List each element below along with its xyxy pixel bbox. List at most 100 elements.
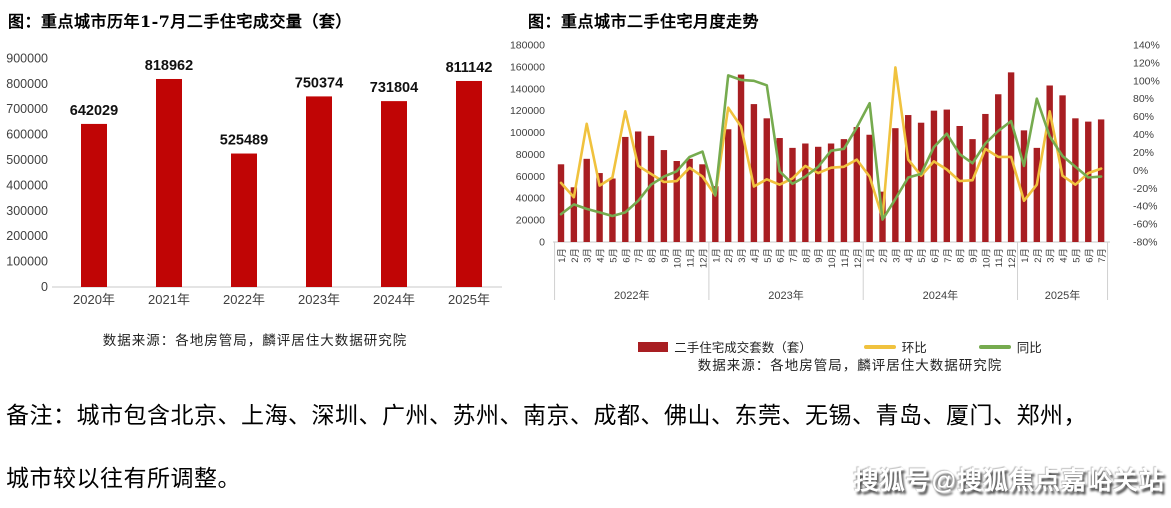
svg-text:80%: 80% xyxy=(1133,93,1154,105)
svg-text:2021年: 2021年 xyxy=(148,292,190,307)
svg-text:500000: 500000 xyxy=(6,153,48,167)
svg-text:6月: 6月 xyxy=(1084,248,1095,263)
svg-text:1月: 1月 xyxy=(1020,248,1031,263)
svg-text:12月: 12月 xyxy=(853,248,864,268)
annual-chart-plot: 0 100000 200000 300000 400000 500000 600000 700… xyxy=(6,51,502,307)
svg-text:140000: 140000 xyxy=(510,83,545,95)
svg-text:0: 0 xyxy=(41,280,48,294)
svg-text:5月: 5月 xyxy=(763,248,774,263)
svg-text:-40%: -40% xyxy=(1133,201,1158,213)
svg-text:2025年: 2025年 xyxy=(1045,288,1080,302)
svg-text:40%: 40% xyxy=(1133,129,1154,141)
svg-text:7月: 7月 xyxy=(634,248,645,263)
svg-text:9月: 9月 xyxy=(969,248,980,263)
monthly-trend-chart: 0 20000 40000 60000 80000 100000 120000 140000 1… xyxy=(510,40,1160,303)
svg-text:100000: 100000 xyxy=(510,127,545,139)
svg-text:6月: 6月 xyxy=(621,248,632,263)
annual-chart-source: 数据来源：各地房管局，麟评居住大数据研究院 xyxy=(102,333,408,349)
svg-text:160000: 160000 xyxy=(510,61,545,73)
svg-text:6月: 6月 xyxy=(930,248,941,263)
legend-label-mom: 环比 xyxy=(901,340,927,355)
svg-text:600000: 600000 xyxy=(6,128,48,142)
bar-2023年 xyxy=(306,96,332,288)
bar-2024年 xyxy=(381,101,407,287)
svg-text:3月: 3月 xyxy=(891,248,902,263)
legend-item-mom: 环比 xyxy=(863,337,927,356)
legend-item-yoy: 同比 xyxy=(978,337,1042,356)
svg-text:2月: 2月 xyxy=(570,248,581,263)
svg-text:3月: 3月 xyxy=(583,248,594,263)
svg-text:642029: 642029 xyxy=(70,103,118,119)
svg-text:10月: 10月 xyxy=(827,248,838,268)
svg-text:180000: 180000 xyxy=(510,40,545,52)
bar-2020年 xyxy=(81,123,107,287)
svg-text:900000: 900000 xyxy=(6,51,48,65)
svg-text:4月: 4月 xyxy=(904,248,915,263)
svg-text:60000: 60000 xyxy=(516,171,545,183)
monthly-chart-source: 数据来源：各地房管局，麟评居住大数据研究院 xyxy=(697,358,1003,374)
svg-text:10月: 10月 xyxy=(673,248,684,268)
yoy-line-swatch-icon xyxy=(978,344,1011,349)
svg-text:2月: 2月 xyxy=(724,248,735,263)
svg-text:12月: 12月 xyxy=(1007,248,1018,268)
svg-text:525489: 525489 xyxy=(220,133,268,149)
svg-text:2025年: 2025年 xyxy=(448,292,490,307)
svg-text:7月: 7月 xyxy=(788,248,799,263)
svg-text:2月: 2月 xyxy=(1033,248,1044,263)
svg-text:700000: 700000 xyxy=(6,102,48,116)
svg-text:800000: 800000 xyxy=(6,77,48,91)
svg-text:4月: 4月 xyxy=(596,248,607,263)
svg-text:200000: 200000 xyxy=(6,229,48,243)
svg-text:20000: 20000 xyxy=(516,215,545,227)
bar-swatch-icon xyxy=(638,341,669,352)
svg-text:12月: 12月 xyxy=(698,248,709,268)
svg-text:20%: 20% xyxy=(1133,147,1154,159)
svg-text:140%: 140% xyxy=(1133,40,1160,52)
svg-text:400000: 400000 xyxy=(6,178,48,192)
svg-text:7月: 7月 xyxy=(943,248,954,263)
svg-text:811142: 811142 xyxy=(446,60,493,76)
svg-text:8月: 8月 xyxy=(956,248,967,263)
svg-text:8月: 8月 xyxy=(647,248,658,263)
note-line-1: 备注：城市包含北京、上海、深圳、广州、苏州、南京、成都、佛山、东莞、无锡、青岛、… xyxy=(6,403,1087,429)
bar-2021年 xyxy=(156,78,182,288)
svg-text:11月: 11月 xyxy=(994,248,1005,267)
legend-item-bars: 二手住宅成交套数（套） xyxy=(638,337,812,356)
svg-text:2023年: 2023年 xyxy=(768,288,803,302)
svg-text:11月: 11月 xyxy=(686,248,697,267)
svg-text:2020年: 2020年 xyxy=(73,292,115,307)
svg-text:80000: 80000 xyxy=(516,149,545,161)
svg-text:-60%: -60% xyxy=(1133,219,1158,231)
annual-chart-title: 图：重点城市历年1-7月二手住宅成交量（套） xyxy=(8,12,352,31)
svg-text:5月: 5月 xyxy=(1071,248,1082,263)
svg-text:5月: 5月 xyxy=(608,248,619,263)
svg-text:11月: 11月 xyxy=(840,248,851,267)
svg-text:3月: 3月 xyxy=(1046,248,1057,263)
svg-text:2024年: 2024年 xyxy=(923,288,958,302)
svg-text:7月: 7月 xyxy=(1097,248,1108,263)
svg-text:40000: 40000 xyxy=(516,193,545,205)
yoy-line xyxy=(559,74,1103,221)
svg-text:4月: 4月 xyxy=(1059,248,1070,263)
svg-text:300000: 300000 xyxy=(6,204,48,218)
legend: 二手住宅成交套数（套） 环比 同比 xyxy=(560,337,1120,356)
svg-text:100000: 100000 xyxy=(6,255,48,269)
mom-line-swatch-icon xyxy=(863,344,896,349)
svg-text:-20%: -20% xyxy=(1133,183,1158,195)
svg-text:-80%: -80% xyxy=(1133,237,1158,249)
svg-text:120%: 120% xyxy=(1133,57,1160,69)
svg-text:0%: 0% xyxy=(1133,165,1148,177)
legend-label-bars: 二手住宅成交套数（套） xyxy=(674,340,812,355)
svg-text:3月: 3月 xyxy=(737,248,748,263)
svg-text:5月: 5月 xyxy=(917,248,928,263)
svg-text:10月: 10月 xyxy=(981,248,992,268)
annual-bar-chart: 0 100000 200000 300000 400000 500000 600000 700… xyxy=(6,51,502,307)
svg-text:750374: 750374 xyxy=(295,75,343,91)
svg-text:60%: 60% xyxy=(1133,111,1154,123)
monthly-chart-title: 图：重点城市二手住宅月度走势 xyxy=(528,12,760,31)
bar-2025年 xyxy=(456,80,482,287)
legend-label-yoy: 同比 xyxy=(1016,340,1042,355)
watermark: 搜狐号@搜狐焦点嘉峪关站 xyxy=(853,467,1165,495)
svg-text:0: 0 xyxy=(539,237,545,249)
